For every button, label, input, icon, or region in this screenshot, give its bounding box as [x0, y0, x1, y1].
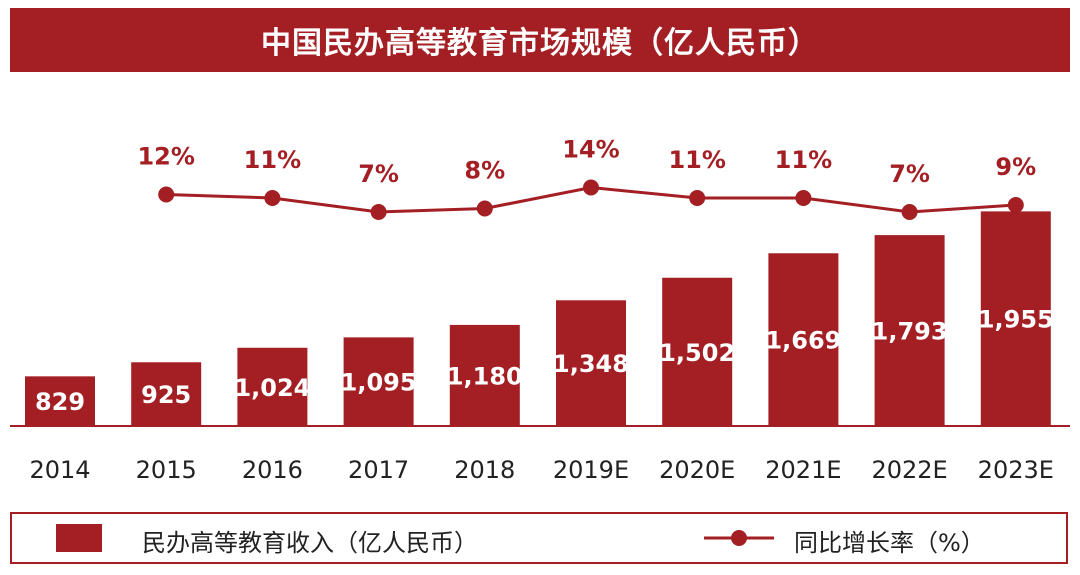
bar-value-label: 1,180 — [447, 362, 523, 390]
growth-value-label: 9% — [995, 153, 1036, 181]
growth-point — [901, 204, 918, 220]
bar-value-label: 1,669 — [765, 327, 841, 355]
bar-value-label: 1,955 — [978, 306, 1054, 334]
chart-plot: 829 2014 925 2015 1,024 2016 1,095 2017 1,180 201… — [10, 136, 1070, 484]
x-tick-label: 2021E — [765, 456, 841, 484]
growth-point — [264, 190, 281, 206]
bar — [980, 211, 1051, 426]
bar — [768, 253, 839, 426]
growth-point — [583, 179, 599, 196]
growth-point — [689, 190, 706, 206]
growth-value-label: 8% — [464, 157, 505, 185]
growth-value-label: 7% — [358, 160, 399, 188]
chart-legend: 民办高等教育收入（亿人民币） 同比增长率（%） — [10, 512, 1068, 564]
x-tick-label: 2015 — [136, 456, 197, 484]
growth-value-label: 7% — [889, 160, 930, 188]
legend-bar-label: 民办高等教育收入（亿人民币） — [142, 529, 478, 557]
x-tick-label: 2019E — [553, 456, 629, 484]
bar — [556, 300, 626, 426]
bar-value-label: 1,793 — [872, 318, 948, 346]
x-tick-label: 2022E — [871, 456, 947, 484]
chart-title: 中国民办高等教育市场规模（亿人民币） — [10, 8, 1070, 72]
x-tick-label: 2016 — [242, 456, 303, 484]
x-tick-label: 2020E — [659, 456, 735, 484]
growth-value-label: 11% — [244, 146, 301, 174]
bar — [874, 235, 945, 426]
x-tick-label: 2014 — [29, 456, 90, 484]
growth-value-label: 12% — [137, 143, 194, 171]
bar — [343, 337, 414, 426]
growth-value-label: 14% — [562, 136, 619, 164]
growth-value-label: 11% — [668, 146, 725, 174]
growth-point — [370, 204, 387, 220]
legend-line-marker-icon — [704, 530, 774, 546]
x-tick-label: 2017 — [348, 456, 409, 484]
bar-value-label: 829 — [35, 388, 85, 416]
bar-value-label: 1,095 — [341, 369, 417, 397]
bar — [662, 277, 733, 426]
growth-value-label: 11% — [775, 146, 832, 174]
x-tick-label: 2023E — [978, 456, 1054, 484]
growth-point — [476, 200, 493, 217]
growth-point — [795, 190, 812, 206]
legend-line-label: 同比增长率（%） — [794, 529, 985, 557]
bar — [237, 347, 308, 426]
x-tick-label: 2018 — [454, 456, 515, 484]
bar — [131, 362, 202, 426]
legend-bar-swatch — [56, 524, 102, 552]
bar — [25, 376, 95, 426]
bar-value-label: 1,024 — [234, 374, 310, 402]
growth-point — [158, 186, 175, 203]
bar-value-label: 1,348 — [553, 350, 629, 378]
bar — [449, 324, 520, 426]
bar-value-label: 1,502 — [659, 339, 735, 367]
bar-value-label: 925 — [141, 381, 191, 409]
growth-point — [1007, 197, 1024, 213]
